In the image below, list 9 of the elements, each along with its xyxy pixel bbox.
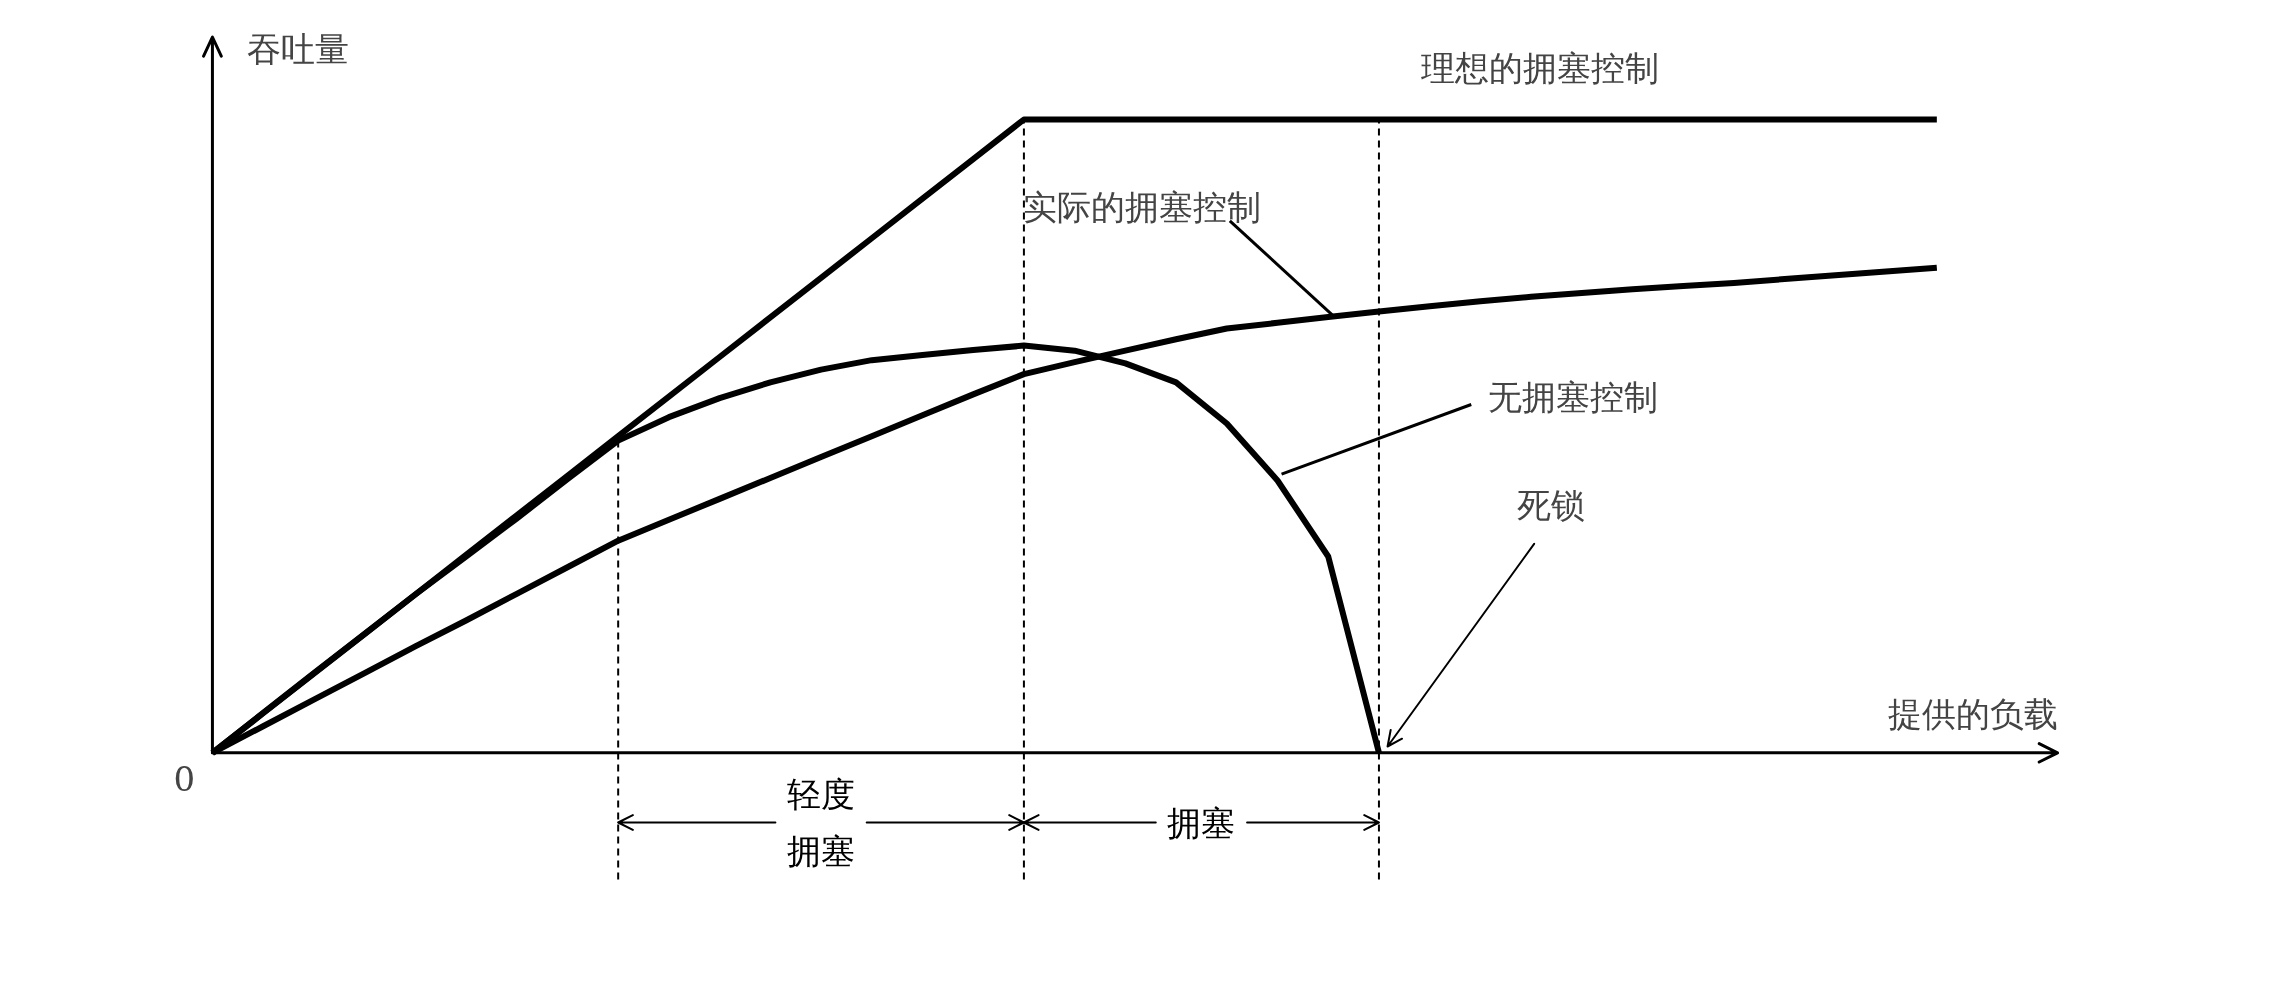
text: 拥塞 (1167, 802, 1236, 843)
text: 实际的拥塞控制 (1022, 187, 1261, 228)
x-axis-title: 提供的负载 (1887, 693, 2058, 734)
series-label: 理想的拥塞控制 (1421, 47, 1660, 88)
y-axis-title: 吞吐量 (246, 28, 349, 69)
annotation: 死锁 (1517, 484, 1586, 525)
text: 无拥塞控制 (1488, 377, 1659, 418)
text: 轻度拥塞 (787, 774, 856, 871)
text: 0 (173, 758, 196, 799)
